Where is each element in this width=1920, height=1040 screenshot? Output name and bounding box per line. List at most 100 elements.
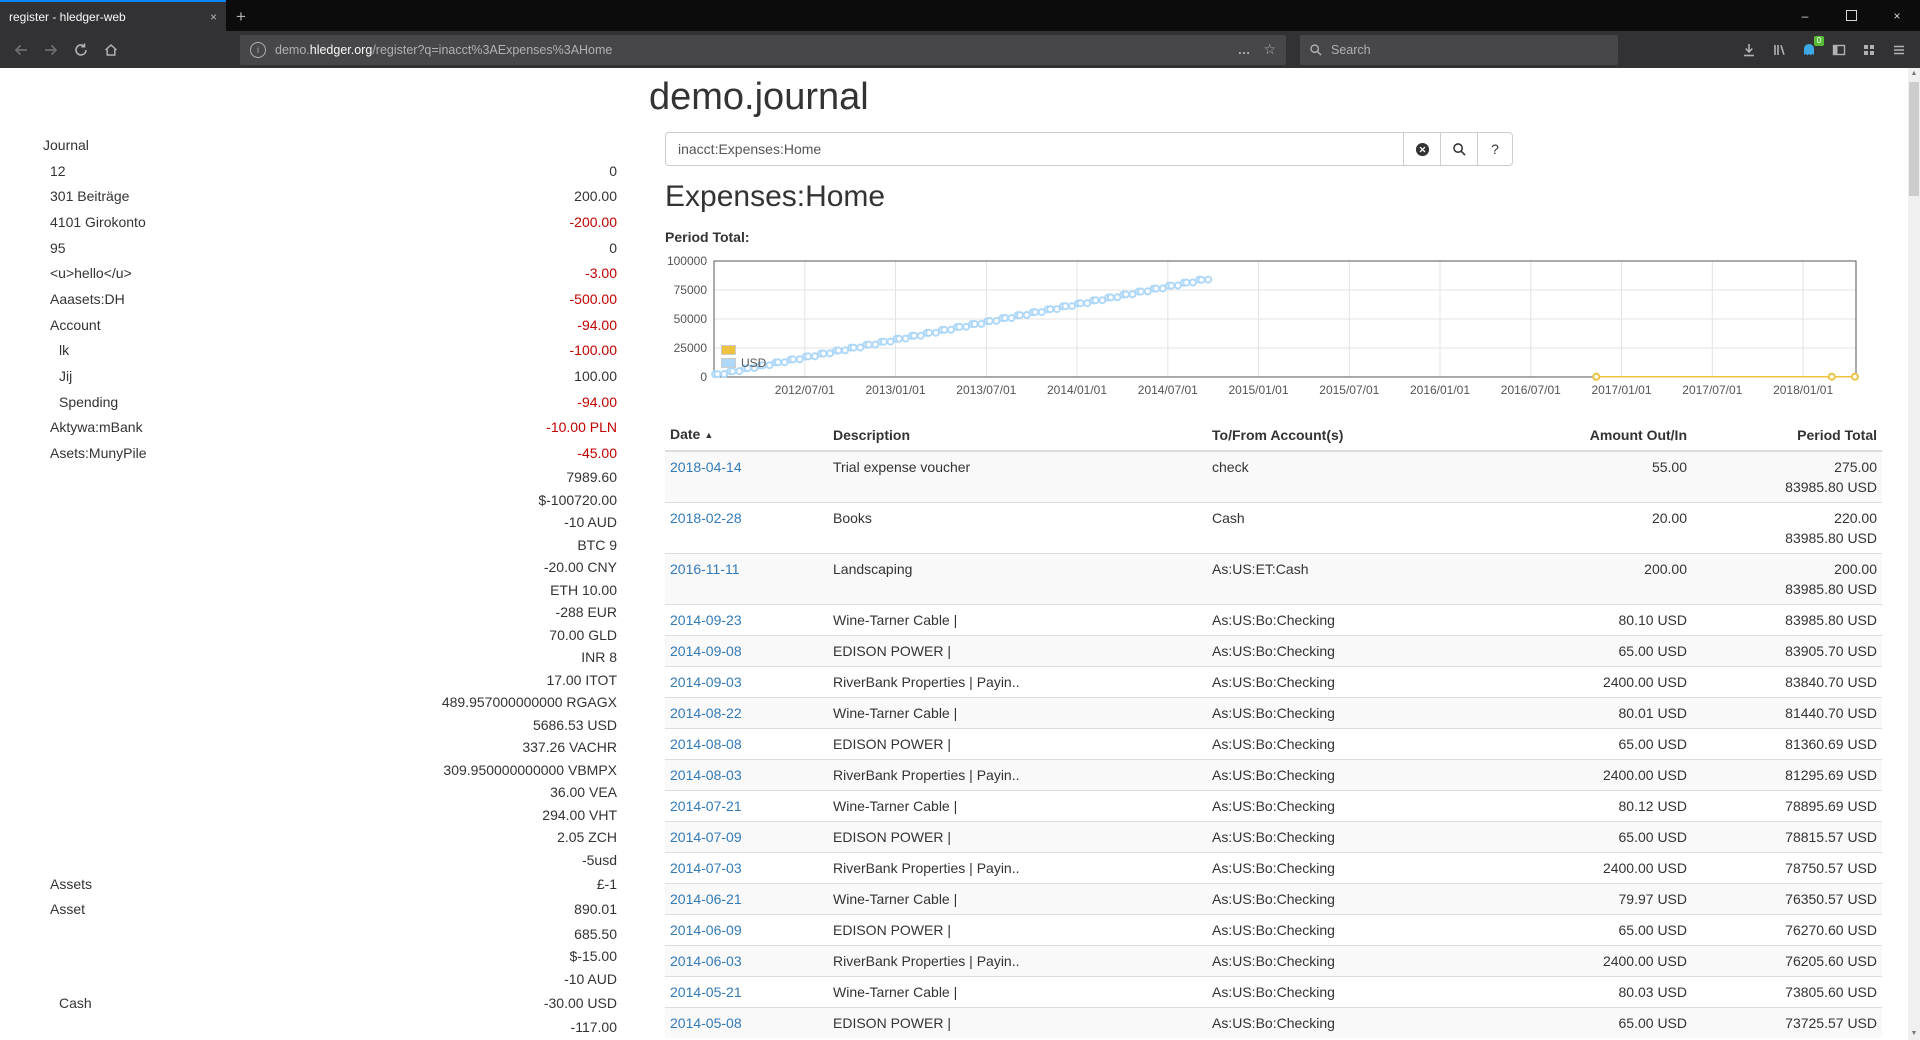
date-cell: 2014-09-08 (665, 635, 828, 667)
account-link[interactable]: 301 Beiträge (50, 188, 130, 205)
search-button[interactable] (1440, 132, 1478, 166)
account-link[interactable]: 95 (50, 239, 66, 256)
extension-button[interactable]: 0 (1794, 35, 1824, 65)
svg-text:2012/07/01: 2012/07/01 (775, 383, 835, 397)
period-total-cell: 200.00 83985.80 USD (1692, 553, 1882, 605)
window-minimize-button[interactable]: – (1801, 8, 1809, 23)
account-balance: -10 AUD (564, 970, 617, 987)
transaction-date-link[interactable]: 2014-07-03 (670, 860, 742, 876)
register-row: 2014-07-09 EDISON POWER | As:US:Bo:Checkin… (665, 821, 1882, 853)
transaction-date-link[interactable]: 2016-11-11 (670, 561, 740, 577)
transaction-date-link[interactable]: 2014-05-21 (670, 984, 742, 1000)
account-link[interactable]: Spending (59, 393, 119, 410)
sidebar-account-row: Asets:MunyPile -45.00 (0, 440, 617, 466)
account-link[interactable]: lk (59, 342, 70, 359)
window-maximize-button[interactable] (1828, 0, 1874, 31)
bookmark-star-icon[interactable]: ☆ (1263, 41, 1276, 57)
scroll-down-icon[interactable]: ▼ (1910, 1030, 1918, 1037)
svg-text:2017/01/01: 2017/01/01 (1591, 383, 1651, 397)
vertical-scrollbar[interactable]: ▲ ▼ (1908, 68, 1920, 1040)
legend-swatch (721, 358, 736, 368)
sidebar-item-journal[interactable]: Journal (43, 136, 89, 153)
transaction-date-link[interactable]: 2014-06-03 (670, 953, 742, 969)
home-button[interactable] (96, 35, 126, 65)
sidebar-account-row: 301 Beiträge 200.00 (0, 183, 617, 209)
site-info-icon[interactable]: i (250, 41, 266, 58)
account-link[interactable]: Asets:MunyPile (50, 445, 147, 462)
column-header-to-from-account-s-: To/From Account(s) (1207, 419, 1480, 452)
account-link[interactable]: Aaasets:DH (50, 290, 125, 307)
register-table: Date ▲ Description To/From Account(s) Amount… (665, 419, 1882, 1038)
account-link[interactable]: Asset (50, 901, 86, 918)
sidebar-account-row: 12 0 (0, 158, 617, 184)
transaction-date-link[interactable]: 2018-04-14 (670, 459, 742, 475)
account-link[interactable]: 4101 Girokonto (50, 213, 146, 230)
account-link[interactable]: <u>hello</u> (50, 265, 132, 282)
description-cell: Wine-Tarner Cable | (828, 790, 1207, 822)
account-link[interactable]: Cash (59, 994, 92, 1011)
query-input[interactable] (665, 132, 1404, 166)
transaction-date-link[interactable]: 2014-09-23 (670, 612, 742, 628)
help-button[interactable]: ? (1477, 132, 1513, 166)
account-link[interactable]: Aktywa:mBank (50, 419, 143, 436)
back-button[interactable] (6, 35, 36, 65)
scroll-up-icon[interactable]: ▲ (1910, 70, 1918, 77)
download-button[interactable] (1734, 35, 1764, 65)
date-cell: 2014-05-08 (665, 1007, 828, 1038)
description-cell: Wine-Tarner Cable | (828, 697, 1207, 729)
sidebar-account-row: 5686.53 USD (0, 713, 617, 736)
transaction-date-link[interactable]: 2014-09-03 (670, 674, 742, 690)
transaction-date-link[interactable]: 2018-02-28 (670, 510, 742, 526)
register-row: 2014-09-03 RiverBank Properties | Payin..… (665, 666, 1882, 698)
window-close-button[interactable]: × (1893, 8, 1901, 23)
description-cell: EDISON POWER | (828, 821, 1207, 853)
register-row: 2014-07-21 Wine-Tarner Cable | As:US:Bo:Ch… (665, 790, 1882, 822)
sidebar-icon (1832, 44, 1846, 55)
account-balance: 0 (609, 239, 617, 256)
transaction-date-link[interactable]: 2014-09-08 (670, 643, 742, 659)
description-cell: RiverBank Properties | Payin.. (828, 666, 1207, 698)
page-actions-icon[interactable]: … (1237, 42, 1252, 57)
transaction-date-link[interactable]: 2014-05-08 (670, 1015, 742, 1031)
browser-tab[interactable]: register - hledger-web × (0, 0, 226, 31)
account-link[interactable]: Jij (59, 368, 73, 385)
account-balance: 36.00 VEA (550, 784, 617, 801)
date-cell: 2014-06-21 (665, 883, 828, 915)
transaction-date-link[interactable]: 2014-08-08 (670, 736, 742, 752)
transaction-date-link[interactable]: 2014-08-22 (670, 705, 742, 721)
amount-cell: 80.10 USD (1480, 604, 1692, 636)
sidebar-toggle-button[interactable] (1824, 35, 1854, 65)
query-form: ? (665, 132, 1513, 166)
column-header-amount-out-in: Amount Out/In (1480, 419, 1692, 452)
svg-text:0: 0 (700, 370, 707, 384)
account-cell: As:US:Bo:Checking (1207, 604, 1480, 636)
library-button[interactable] (1764, 35, 1794, 65)
transaction-date-link[interactable]: 2014-07-09 (670, 829, 742, 845)
date-cell: 2014-07-03 (665, 852, 828, 884)
transaction-date-link[interactable]: 2014-06-21 (670, 891, 742, 907)
account-link[interactable]: Assets (50, 875, 93, 892)
reload-button[interactable] (66, 35, 96, 65)
period-total-cell: 83985.80 USD (1692, 604, 1882, 636)
tab-title: register - hledger-web (9, 9, 126, 24)
scrollbar-thumb[interactable] (1909, 82, 1919, 196)
url-bar[interactable]: i demo.hledger.org/register?q=inacct%3AE… (240, 34, 1286, 65)
account-link[interactable]: Account (50, 316, 101, 333)
account-balance: -94.00 (577, 316, 617, 333)
account-balance: 70.00 GLD (549, 626, 617, 643)
account-link[interactable]: 12 (50, 162, 66, 179)
forward-button[interactable] (36, 35, 66, 65)
transaction-date-link[interactable]: 2014-06-09 (670, 922, 742, 938)
clear-query-button[interactable] (1403, 132, 1441, 166)
transaction-date-link[interactable]: 2014-08-03 (670, 767, 742, 783)
screenshots-button[interactable] (1854, 35, 1884, 65)
reload-icon (75, 43, 87, 56)
sidebar-account-row: Cash -30.00 USD (0, 990, 617, 1016)
description-cell: RiverBank Properties | Payin.. (828, 852, 1207, 884)
tab-close-icon[interactable]: × (209, 9, 217, 24)
sidebar-account-row: -10 AUD (0, 511, 617, 534)
transaction-date-link[interactable]: 2014-07-21 (670, 798, 742, 814)
new-tab-button[interactable]: + (236, 7, 246, 26)
menu-button[interactable] (1884, 35, 1914, 65)
browser-search-bar[interactable]: Search (1300, 34, 1618, 65)
